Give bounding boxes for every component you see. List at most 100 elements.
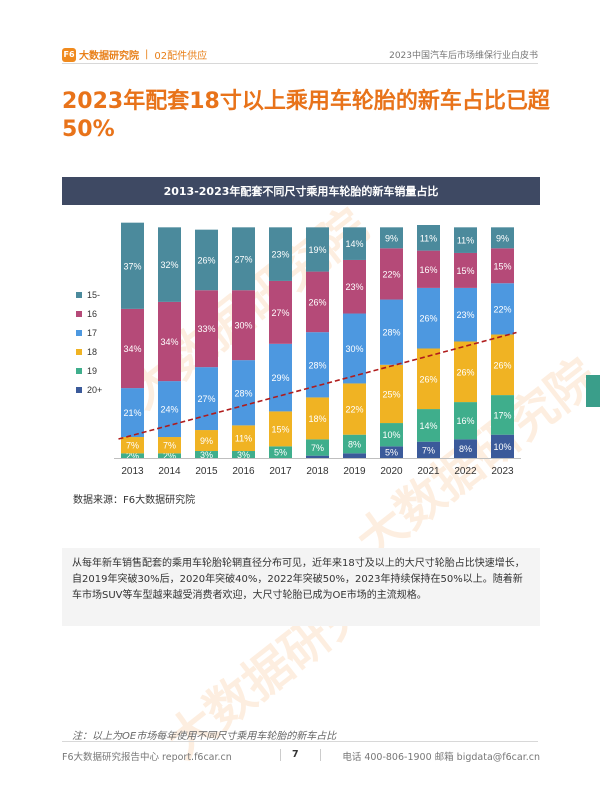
data-label: 10% [382,430,400,440]
bar-segment-20+-2020 [380,446,403,458]
data-source: 数据来源：F6大数据研究院 [73,495,196,506]
bar-segment-17-2018 [306,332,329,398]
bar-segment-20+-2021 [417,441,440,458]
legend-swatch-19 [76,368,82,374]
data-label: 28% [234,388,252,398]
bar-segment-17-2021 [417,287,440,349]
bar-segment-15--2017 [269,227,292,281]
side-tab-marker [586,375,600,407]
x-tick-label: 2015 [195,466,218,477]
footer-website: F6大数据研究报告中心 report.f6car.cn [62,752,232,763]
bar-segment-15--2023 [491,227,514,249]
bar-segment-15--2016 [232,227,255,291]
bar-segment-18-2017 [269,411,292,447]
data-label: 26% [456,367,474,377]
data-label: 7% [126,441,139,451]
data-label: 30% [234,321,252,331]
trend-line [118,331,517,440]
data-label: 22% [382,269,400,279]
header-divider [62,63,538,64]
bar-segment-15--2020 [380,227,403,249]
x-tick-label: 2022 [454,466,477,477]
data-label: 24% [160,405,178,415]
data-label: 7% [163,441,176,451]
data-label: 28% [382,328,400,338]
data-label: 26% [419,374,437,384]
data-label: 15% [493,261,511,271]
data-label: 26% [419,314,437,324]
brand-name: 大数据研究院 [79,51,139,62]
bar-segment-19-2022 [454,402,477,440]
bar-segment-19-2023 [491,395,514,435]
legend-swatch-16 [76,311,82,317]
brand-divider: | [145,49,149,60]
data-label: 26% [308,297,326,307]
bar-segment-19-2018 [306,439,329,456]
data-label: 16% [419,265,437,275]
x-tick-label: 2016 [232,466,255,477]
data-label: 15% [271,424,289,434]
data-label: 2% [163,451,176,461]
bar-segment-16-2019 [343,259,366,314]
data-label: 3% [237,450,250,460]
footer-separator [320,749,321,761]
bar-segment-15--2015 [195,229,218,291]
page-header: F6 大数据研究院 | 02配件供应 2023中国汽车后市场维保行业白皮书 [0,0,600,70]
bar-segment-16-2022 [454,252,477,288]
data-label: 14% [419,421,437,431]
data-label: 27% [271,308,289,318]
footnote: 注：以上为OE市场每年使用不同尺寸乘用车轮胎的新车占比 [72,731,337,742]
bar-segment-18-2021 [417,348,440,410]
data-label: 18% [308,414,326,424]
data-label: 15% [456,266,474,276]
data-label: 23% [271,250,289,260]
data-label: 26% [197,255,215,265]
bar-segment-20+-2019 [343,453,366,458]
footer-divider [62,741,538,742]
bar-segment-18-2014 [158,437,181,454]
bar-segment-17-2020 [380,299,403,365]
bar-segment-20+-2022 [454,439,477,458]
bar-segment-18-2020 [380,364,403,424]
data-label: 23% [345,282,363,292]
data-label: 2% [126,451,139,461]
legend-swatch-17 [76,330,82,336]
document-title: 2023中国汽车后市场维保行业白皮书 [389,51,538,61]
data-label: 21% [123,408,141,418]
page-number: 7 [292,749,299,760]
data-label: 9% [496,233,509,243]
data-label: 29% [271,373,289,383]
bar-segment-19-2021 [417,409,440,442]
bar-segment-18-2018 [306,397,329,440]
data-label: 9% [385,233,398,243]
data-label: 10% [493,442,511,452]
bar-segment-15--2014 [158,227,181,302]
data-label: 37% [123,261,141,271]
data-label: 22% [493,304,511,314]
bar-segment-17-2022 [454,287,477,342]
bar-segment-16-2016 [232,290,255,361]
data-label: 7% [422,445,435,455]
data-label: 33% [197,324,215,334]
data-label: 27% [234,254,252,264]
bar-segment-16-2018 [306,271,329,333]
bar-segment-17-2016 [232,360,255,426]
bar-segment-18-2013 [121,437,144,454]
bar-segment-18-2022 [454,341,477,403]
bar-segment-19-2013 [121,453,144,458]
data-label: 25% [382,389,400,399]
data-label: 7% [311,443,324,453]
data-label: 5% [385,448,398,458]
data-label: 8% [459,444,472,454]
x-tick-label: 2020 [380,466,403,477]
legend-swatch-15- [76,292,82,298]
x-tick-label: 2021 [417,466,440,477]
bar-segment-17-2017 [269,343,292,412]
x-tick-label: 2014 [158,466,181,477]
bar-segment-20+-2018 [306,455,329,458]
data-label: 34% [160,337,178,347]
x-tick-label: 2019 [343,466,366,477]
x-tick-label: 2018 [306,466,329,477]
legend-swatch-18 [76,349,82,355]
bar-segment-18-2019 [343,383,366,435]
